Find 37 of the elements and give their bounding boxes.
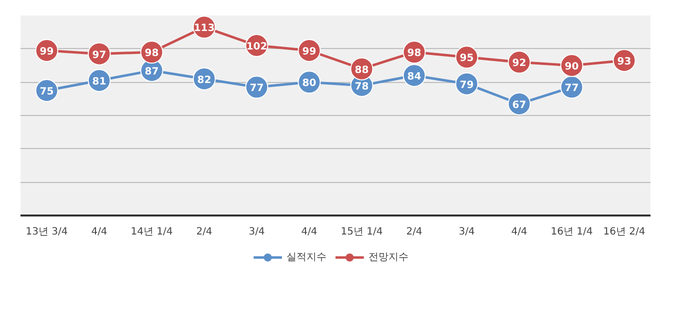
x-tick-label: 4/4	[511, 226, 528, 238]
data-label: 113	[194, 23, 215, 34]
data-label: 95	[460, 53, 474, 64]
data-label: 78	[354, 82, 369, 92]
legend-label: 실적지수	[286, 252, 326, 263]
data-label: 98	[407, 48, 422, 60]
x-tick-label: 4/4	[91, 226, 108, 238]
data-label: 77	[250, 83, 264, 94]
data-label: 92	[512, 58, 526, 70]
data-label: 75	[40, 86, 54, 98]
x-tick-label: 3/4	[458, 226, 475, 238]
x-tick-label: 15년 1/4	[340, 226, 383, 238]
data-label: 99	[302, 46, 316, 58]
legend-label: 전망지수	[368, 252, 408, 263]
x-tick-label: 14년 1/4	[130, 226, 173, 238]
data-label: 81	[92, 76, 106, 88]
x-tick-label: 2/4	[406, 226, 422, 238]
data-label: 87	[144, 66, 159, 78]
data-label: 93	[617, 56, 632, 68]
data-label: 99	[40, 46, 54, 58]
x-tick-label: 13년 3/4	[26, 226, 68, 238]
x-tick-label: 16년 2/4	[603, 226, 646, 238]
data-label: 102	[246, 42, 268, 52]
data-label: 67	[512, 100, 526, 111]
x-tick-label: 2/4	[196, 226, 212, 238]
data-label: 90	[564, 62, 579, 72]
data-label: 80	[302, 78, 316, 90]
x-tick-label: 3/4	[248, 226, 265, 238]
data-label: 88	[354, 64, 369, 76]
data-label: 82	[197, 74, 212, 86]
data-label: 79	[460, 80, 474, 91]
data-label: 77	[564, 83, 579, 94]
data-label: 97	[92, 50, 106, 61]
data-label: 98	[144, 48, 159, 60]
data-label: 84	[407, 72, 422, 82]
x-tick-label: 16년 1/4	[550, 226, 593, 238]
x-tick-label: 4/4	[301, 226, 318, 238]
